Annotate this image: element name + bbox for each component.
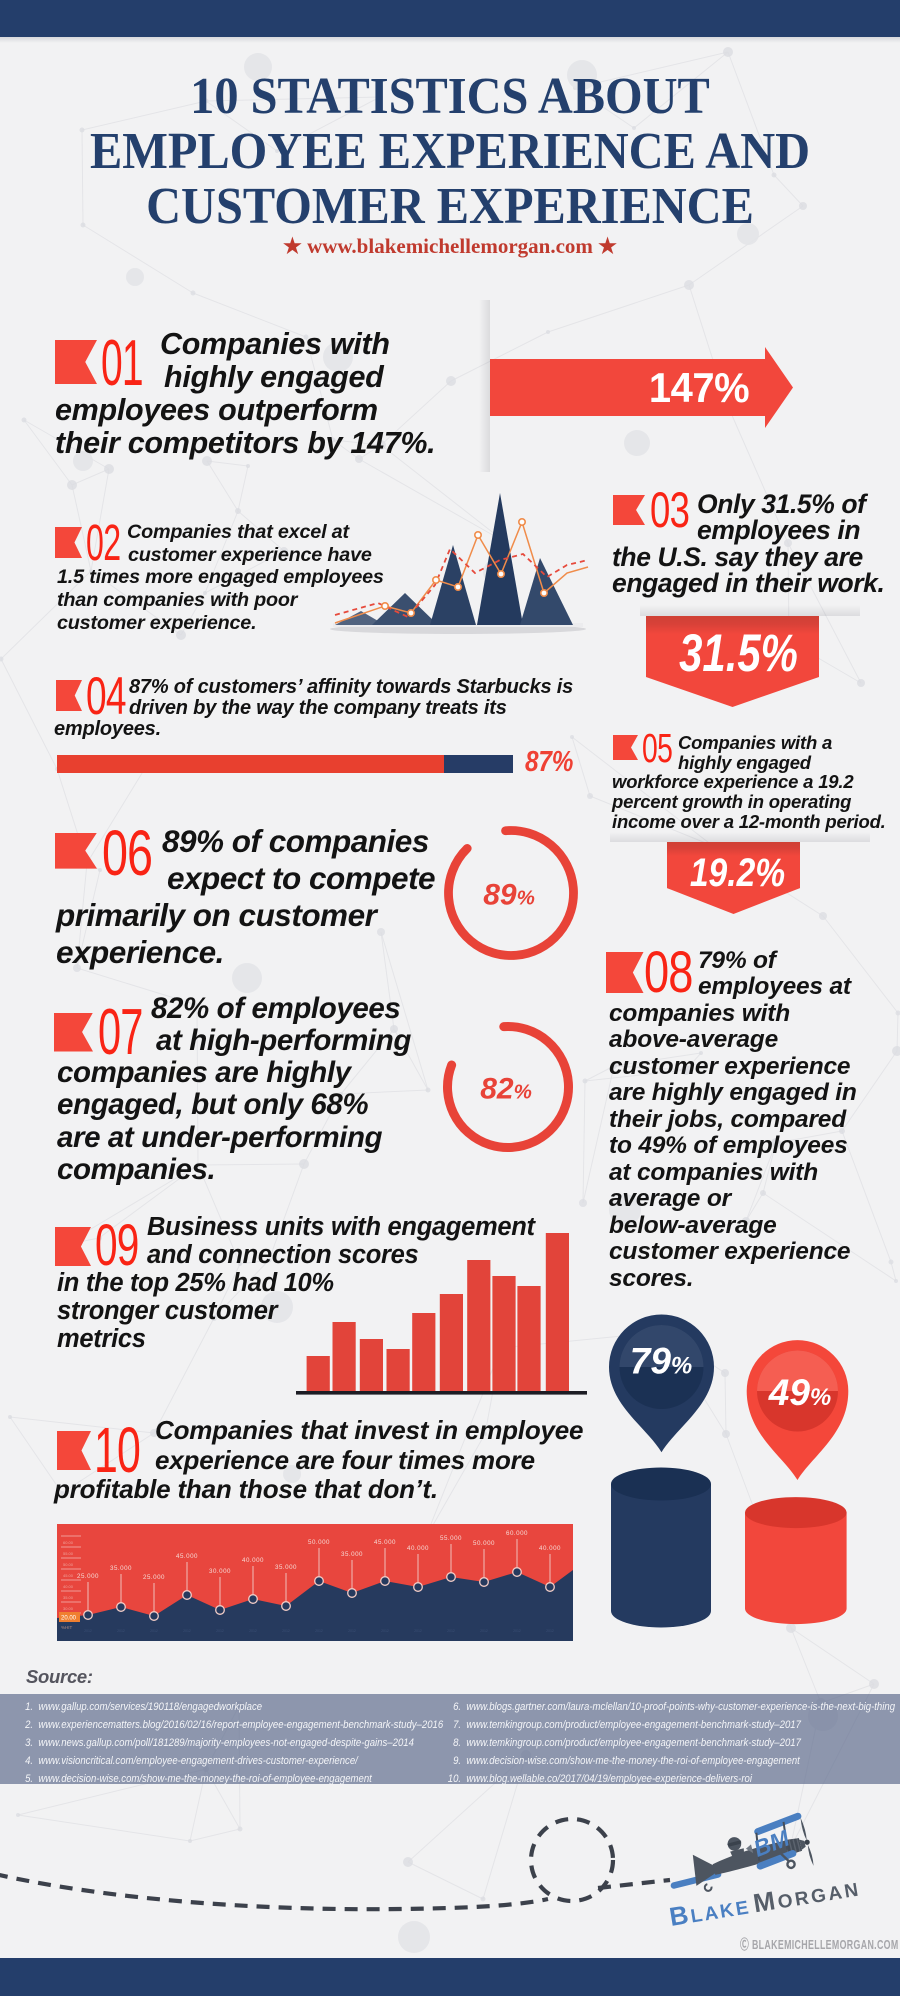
svg-text:60.00: 60.00 [63,1540,74,1545]
svg-text:2012: 2012 [150,1629,158,1633]
svg-text:45.000: 45.000 [374,1539,396,1546]
svg-text:82%: 82% [480,1073,532,1106]
svg-text:55.000: 55.000 [440,1535,462,1542]
svg-text:55.00: 55.00 [63,1551,74,1556]
svg-text:25.000: 25.000 [77,1573,99,1580]
svg-text:2012: 2012 [249,1629,257,1633]
svg-text:2012: 2012 [117,1629,125,1633]
svg-text:2012: 2012 [480,1629,488,1633]
svg-text:MORGAN: MORGAN [751,1871,862,1918]
svg-text:35.000: 35.000 [275,1564,297,1571]
svg-text:50.000: 50.000 [308,1539,330,1546]
svg-text:45.00: 45.00 [63,1573,74,1578]
svg-text:35.00: 35.00 [63,1595,74,1600]
svg-text:30.00: 30.00 [63,1606,74,1611]
svg-text:147%: 147% [649,364,749,411]
svg-text:40.00: 40.00 [63,1584,74,1589]
svg-text:35.000: 35.000 [110,1565,132,1572]
svg-text:40.000: 40.000 [242,1557,264,1564]
svg-text:%HIT: %HIT [61,1625,73,1630]
svg-text:2012: 2012 [282,1629,290,1633]
svg-text:2012: 2012 [315,1629,323,1633]
svg-text:2012: 2012 [414,1629,422,1633]
svg-text:2012: 2012 [447,1629,455,1633]
svg-text:25.000: 25.000 [143,1574,165,1581]
svg-text:BLAKE: BLAKE [667,1889,752,1932]
svg-text:2012: 2012 [216,1629,224,1633]
svg-text:2012: 2012 [183,1629,191,1633]
svg-text:2012: 2012 [513,1629,521,1633]
svg-text:30.000: 30.000 [209,1568,231,1575]
svg-text:35.000: 35.000 [341,1551,363,1558]
svg-text:2012: 2012 [381,1629,389,1633]
svg-text:2012: 2012 [84,1629,92,1633]
svg-text:89%: 89% [483,879,535,912]
svg-text:2012: 2012 [348,1629,356,1633]
svg-text:40.000: 40.000 [407,1545,429,1552]
svg-text:60.000: 60.000 [506,1530,528,1537]
svg-text:50.000: 50.000 [473,1540,495,1547]
svg-text:50.00: 50.00 [63,1562,74,1567]
svg-text:45.000: 45.000 [176,1553,198,1560]
svg-text:20.00: 20.00 [61,1616,77,1622]
svg-text:40.000: 40.000 [539,1545,561,1552]
svg-text:2012: 2012 [546,1629,554,1633]
